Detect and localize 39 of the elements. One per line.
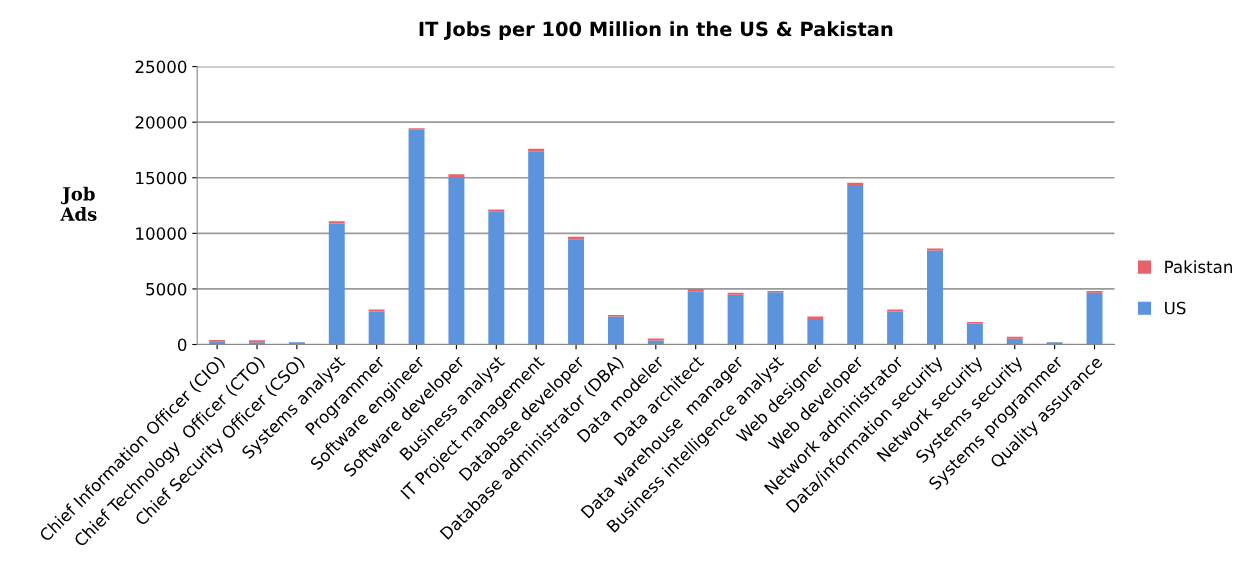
bar — [887, 309, 904, 312]
y-tick-label: 20000 — [135, 116, 187, 129]
bar — [847, 185, 864, 345]
bar — [328, 223, 345, 345]
bar — [607, 316, 624, 345]
bar — [528, 148, 545, 152]
bar — [887, 311, 904, 345]
bar — [568, 239, 585, 345]
bar — [488, 211, 505, 345]
legend-label: Pakistan — [1165, 260, 1233, 274]
legend-label: US — [1165, 301, 1186, 315]
y-tick-label: 25000 — [135, 60, 187, 74]
bar — [927, 248, 943, 251]
bar — [328, 221, 345, 224]
bar — [727, 294, 744, 345]
y-tick-label: 10000 — [136, 227, 187, 240]
bar — [368, 311, 385, 345]
bar — [568, 236, 585, 240]
chart-title: IT Jobs per 100 Million in the US & Pakistan — [419, 21, 893, 41]
bar — [727, 292, 744, 295]
bar — [807, 316, 824, 320]
bar — [1086, 292, 1103, 345]
bar — [807, 319, 824, 345]
bar — [847, 182, 864, 186]
bar — [368, 309, 385, 312]
bar — [687, 291, 704, 345]
bar — [1006, 336, 1023, 339]
bar — [528, 151, 545, 345]
bar — [448, 177, 465, 345]
y-axis-title: Job Ads — [60, 186, 97, 221]
bar — [767, 292, 784, 345]
bar — [647, 338, 664, 341]
y-tick-label: 15000 — [136, 171, 187, 185]
y-tick-label: 0 — [177, 338, 187, 352]
bar — [408, 129, 425, 345]
y-tick-label: 5000 — [146, 282, 187, 296]
bar — [966, 323, 983, 345]
bar — [927, 250, 943, 345]
bar — [448, 174, 465, 178]
